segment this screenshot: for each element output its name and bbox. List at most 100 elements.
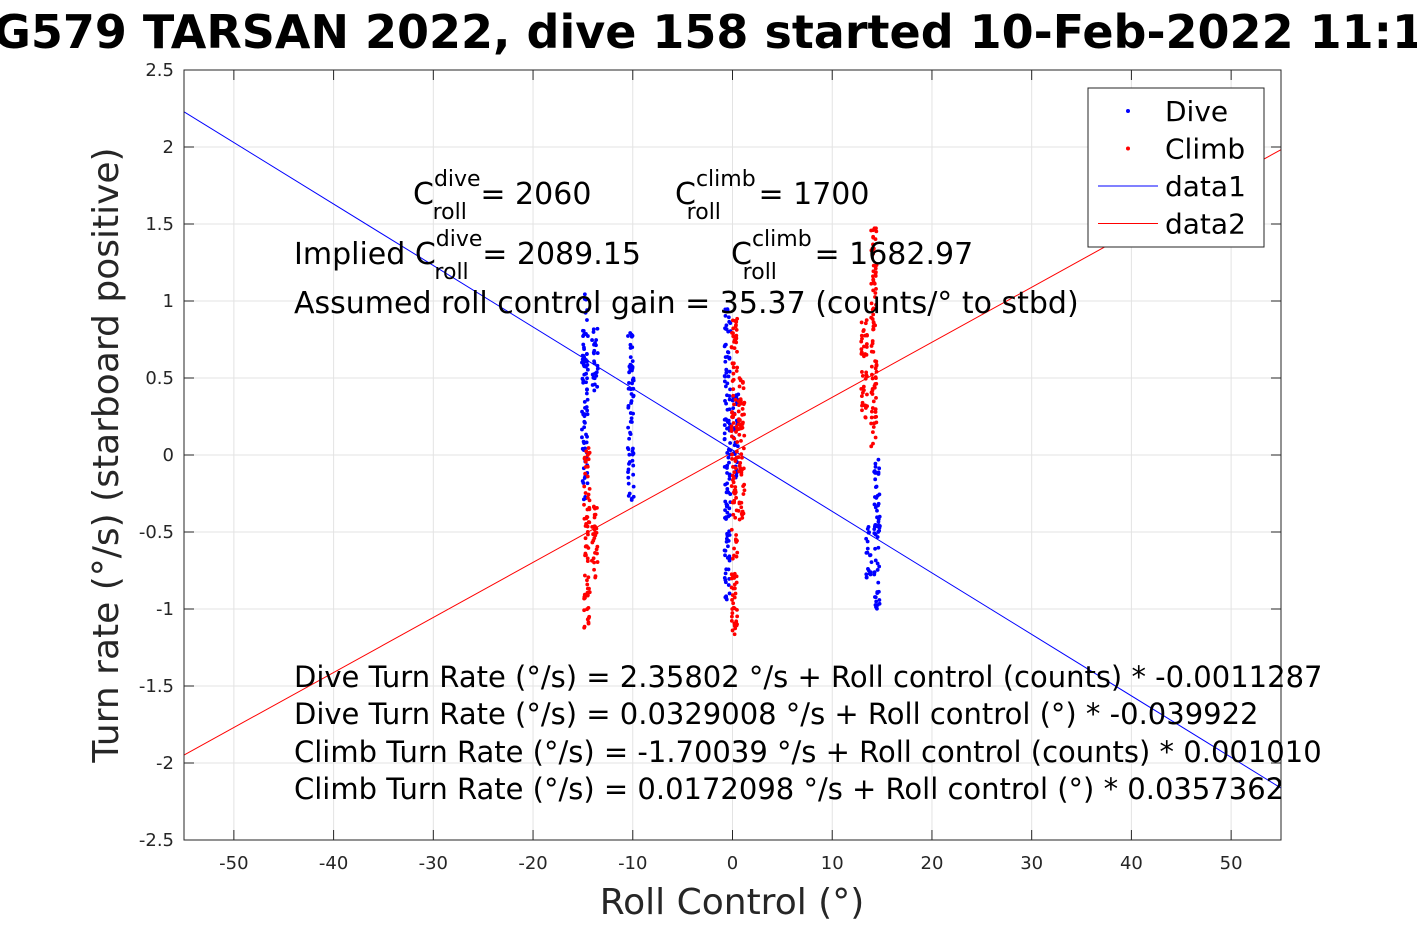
y-tick-label: -1 bbox=[156, 599, 174, 620]
climb-point bbox=[591, 504, 596, 509]
dive-point bbox=[722, 423, 727, 427]
climb-point bbox=[732, 412, 737, 417]
climb-point bbox=[859, 347, 864, 352]
climb-point bbox=[733, 491, 737, 496]
scatter-points bbox=[580, 226, 882, 637]
climb-point bbox=[737, 432, 742, 437]
climb-point bbox=[730, 379, 735, 383]
climb-point bbox=[869, 444, 874, 449]
climb-point bbox=[871, 312, 876, 317]
dive-point bbox=[724, 517, 728, 521]
climb-point bbox=[737, 376, 742, 381]
climb-point bbox=[862, 344, 866, 349]
dive-point bbox=[584, 432, 588, 437]
legend-label: data1 bbox=[1165, 170, 1246, 203]
climb-point bbox=[865, 392, 869, 397]
climb-point bbox=[864, 342, 869, 346]
climb-point bbox=[739, 438, 743, 443]
dive-point bbox=[723, 571, 728, 576]
climb-point bbox=[740, 512, 745, 517]
climb-point bbox=[731, 365, 736, 370]
dive-point bbox=[584, 297, 589, 302]
dive-point bbox=[725, 381, 730, 386]
dive-point bbox=[725, 350, 730, 354]
climb-point bbox=[731, 331, 735, 336]
climb-point bbox=[733, 397, 738, 402]
equation-dive-degrees: Dive Turn Rate (°/s) = 0.0329008 °/s + R… bbox=[294, 697, 1259, 731]
climb-point bbox=[732, 402, 736, 407]
climb-point bbox=[734, 340, 739, 345]
dive-point bbox=[581, 439, 586, 444]
climb-point bbox=[740, 509, 745, 514]
dive-point bbox=[629, 496, 634, 501]
climb-point bbox=[732, 553, 736, 558]
climb-point bbox=[594, 547, 599, 552]
climb-point bbox=[871, 349, 876, 354]
dive-point bbox=[876, 472, 881, 476]
dive-point bbox=[628, 411, 633, 415]
climb-point bbox=[585, 453, 590, 458]
x-tick-label: -40 bbox=[319, 853, 348, 874]
climb-point bbox=[732, 546, 736, 551]
dive-point bbox=[580, 435, 584, 440]
climb-point bbox=[729, 434, 734, 439]
climb-point bbox=[859, 320, 864, 325]
climb-point bbox=[871, 242, 875, 247]
dive-point bbox=[876, 503, 880, 508]
dive-point bbox=[628, 346, 633, 350]
climb-point bbox=[861, 384, 866, 389]
dive-point bbox=[876, 457, 881, 462]
dive-point bbox=[723, 399, 727, 403]
climb-point bbox=[729, 572, 734, 577]
dive-point bbox=[629, 416, 634, 421]
climb-point bbox=[729, 618, 734, 623]
dive-point bbox=[626, 334, 630, 338]
legend: Dive Climb data1 data2 bbox=[1087, 87, 1265, 248]
dive-point bbox=[728, 441, 733, 445]
climb-point bbox=[583, 464, 588, 469]
climb-point bbox=[735, 538, 739, 543]
dive-point bbox=[583, 310, 588, 315]
climb-point bbox=[582, 502, 586, 507]
dive-point bbox=[877, 492, 882, 497]
climb-point bbox=[729, 424, 734, 429]
dive-point bbox=[585, 481, 590, 486]
dive-point bbox=[630, 359, 635, 364]
climb-point bbox=[590, 540, 595, 545]
dive-point bbox=[594, 338, 599, 342]
climb-point bbox=[735, 607, 739, 612]
dive-point bbox=[726, 583, 731, 587]
dive-point bbox=[727, 397, 732, 402]
climb-point bbox=[874, 229, 879, 234]
dive-point bbox=[631, 463, 636, 468]
dive-point bbox=[876, 519, 881, 524]
dive-point bbox=[582, 358, 587, 363]
climb-point bbox=[593, 551, 597, 555]
dive-point bbox=[595, 366, 600, 371]
dive-point bbox=[725, 426, 729, 431]
dive-point bbox=[875, 535, 880, 539]
dive-point bbox=[582, 399, 587, 404]
dive-point bbox=[864, 551, 869, 555]
dive-point bbox=[864, 575, 869, 580]
dive-point bbox=[580, 427, 584, 432]
climb-point bbox=[871, 288, 876, 293]
climb-point bbox=[736, 422, 741, 427]
climb-point bbox=[863, 321, 868, 326]
dive-point bbox=[628, 331, 633, 335]
x-axis-ticks: -50 -40 -30 -20 -10 0 10 20 30 40 50 bbox=[219, 70, 1243, 874]
dive-point bbox=[626, 493, 631, 498]
dive-point bbox=[725, 308, 730, 313]
dive-point bbox=[595, 363, 600, 368]
dive-point bbox=[580, 479, 585, 483]
dive-point bbox=[727, 369, 732, 374]
dive-point bbox=[627, 436, 632, 441]
climb-point bbox=[870, 406, 875, 410]
climb-point bbox=[731, 421, 736, 425]
climb-point bbox=[738, 398, 743, 403]
climb-point bbox=[739, 452, 744, 457]
dive-point bbox=[877, 466, 882, 471]
climb-point bbox=[874, 226, 878, 231]
climb-point bbox=[734, 333, 739, 338]
climb-point bbox=[859, 333, 864, 338]
